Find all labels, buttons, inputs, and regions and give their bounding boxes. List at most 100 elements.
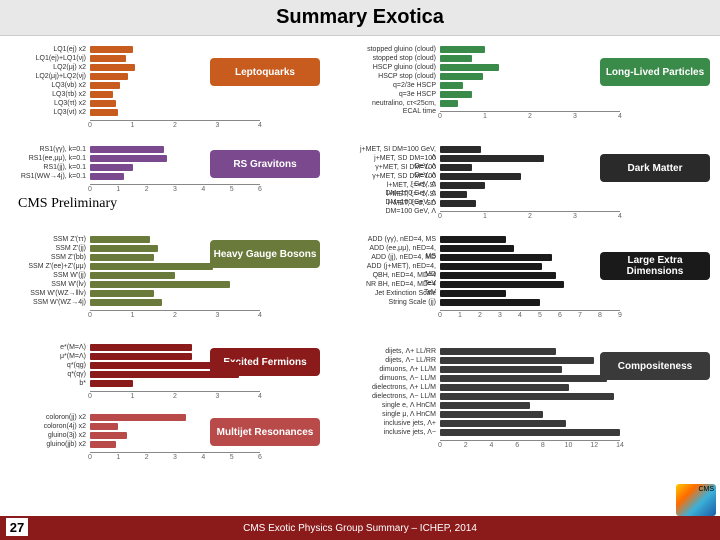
bar	[90, 46, 133, 53]
tick: 1	[113, 454, 123, 461]
tick: 3	[213, 312, 223, 319]
x-axis	[90, 184, 260, 185]
panel-leptoquarks: LeptoquarksLQ1(ej) x2LQ1(ej)+LQ1(νj)LQ2(…	[10, 44, 350, 132]
row-label: Jet Extinction Scale	[360, 290, 436, 298]
row-label: LQ2(μj) x2	[10, 64, 86, 72]
footer-text: CMS Exotic Physics Group Summary – ICHEP…	[243, 523, 477, 534]
tick: 5	[535, 312, 545, 319]
tick: 1	[128, 312, 138, 319]
tick: 12	[589, 442, 599, 449]
title-bar: Summary Exotica	[0, 0, 720, 36]
tick: 4	[515, 312, 525, 319]
panel-multijet: Multijet Resonancescoloron(jj) x2coloron…	[10, 412, 350, 462]
bar	[440, 155, 544, 162]
panel-label: Large Extra Dimensions	[600, 252, 710, 280]
bar	[90, 362, 239, 369]
row-label: b*	[10, 380, 86, 388]
row-label: inclusive jets, Λ−	[360, 429, 436, 437]
bar	[440, 55, 472, 62]
panel-compositeness: Compositeness dijets, Λ+ LL/RRdijets, Λ− …	[360, 346, 710, 456]
tick: 9	[615, 312, 625, 319]
row-label: q*(qg)	[10, 362, 86, 370]
row-label: stopped gluino (cloud)	[360, 46, 436, 54]
tick: 1	[113, 186, 123, 193]
row-label: SSM W'(WZ→4j)	[10, 299, 86, 307]
bar	[90, 371, 239, 378]
x-axis	[440, 440, 620, 441]
row-label: coloron(4j) x2	[10, 423, 86, 431]
panel-label: Compositeness	[600, 352, 710, 380]
bar	[440, 91, 472, 98]
panel-rs-gravitons: RS GravitonsRS1(γγ), k=0.1RS1(ee,μμ), k=…	[10, 144, 350, 196]
row-label: SSM Z'(ee)+Z'(μμ)	[10, 263, 86, 271]
tick: 4	[255, 393, 265, 400]
row-label: SSM W'(lν)	[10, 281, 86, 289]
row-label: inclusive jets, Λ+	[360, 420, 436, 428]
tick: 4	[615, 113, 625, 120]
tick: 2	[170, 312, 180, 319]
tick: 2	[142, 186, 152, 193]
row-label: dijets, Λ+ LL/RR	[360, 348, 436, 356]
row-label: dielectrons, Λ+ LL/M	[360, 384, 436, 392]
row-label: ADD (γγ), nED=4, MS	[360, 236, 436, 244]
row-label: LQ1(ej)+LQ1(νj)	[10, 55, 86, 63]
bar	[90, 441, 116, 448]
bar	[90, 263, 213, 270]
bar	[440, 366, 562, 373]
tick: 4	[198, 454, 208, 461]
tick: 3	[570, 213, 580, 220]
tick: 1	[128, 393, 138, 400]
bar	[90, 414, 186, 421]
row-label: HSCP stop (cloud)	[360, 73, 436, 81]
tick: 1	[455, 312, 465, 319]
tick: 2	[142, 454, 152, 461]
tick: 3	[570, 113, 580, 120]
row-label: SSM Z'(ττ)	[10, 236, 86, 244]
x-axis	[440, 310, 620, 311]
bar	[90, 353, 192, 360]
x-axis	[440, 211, 620, 212]
row-label: single μ, Λ HnCM	[360, 411, 436, 419]
tick: 2	[461, 442, 471, 449]
bar	[90, 73, 128, 80]
row-label: gluino(3j) x2	[10, 432, 86, 440]
bar	[440, 200, 476, 207]
tick: 0	[85, 454, 95, 461]
page-title: Summary Exotica	[276, 6, 444, 29]
bar	[90, 64, 135, 71]
tick: 0	[85, 393, 95, 400]
tick: 0	[435, 213, 445, 220]
bar	[90, 423, 118, 430]
tick: 4	[255, 312, 265, 319]
row-label: coloron(jj) x2	[10, 414, 86, 422]
tick: 3	[213, 122, 223, 129]
bar	[90, 290, 154, 297]
tick: 0	[435, 113, 445, 120]
row-label: SSM Z'(bb)	[10, 254, 86, 262]
bar	[90, 146, 164, 153]
bar	[90, 173, 124, 180]
row-label: dimuons, Λ− LL/M	[360, 375, 436, 383]
row-label: SSM W'(WZ→lllν)	[10, 290, 86, 298]
bar	[90, 380, 133, 387]
bar	[440, 254, 552, 261]
x-axis	[90, 310, 260, 311]
bar	[440, 393, 614, 400]
row-label: dijets, Λ− LL/RR	[360, 357, 436, 365]
bar	[90, 164, 133, 171]
bar	[440, 164, 472, 171]
tick: 2	[170, 393, 180, 400]
bar	[440, 299, 540, 306]
bar	[440, 146, 481, 153]
row-label: String Scale (jj)	[360, 299, 436, 307]
left-column: LeptoquarksLQ1(ej) x2LQ1(ej)+LQ1(νj)LQ2(…	[10, 36, 350, 496]
tick: 4	[615, 213, 625, 220]
bar	[440, 281, 564, 288]
bar	[440, 348, 556, 355]
tick: 6	[512, 442, 522, 449]
row-label: q*(qγ)	[10, 371, 86, 379]
bar	[440, 236, 506, 243]
bar	[90, 100, 116, 107]
bar	[440, 420, 566, 427]
row-label: LQ3(τt) x2	[10, 100, 86, 108]
